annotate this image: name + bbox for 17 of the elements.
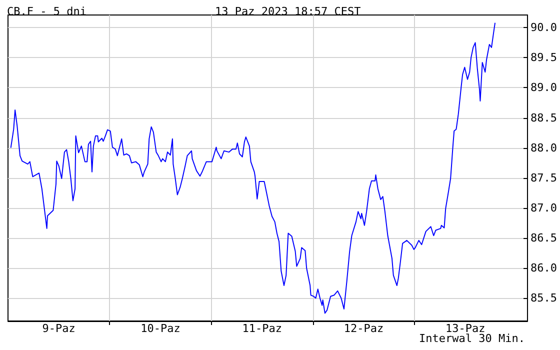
x-tick-label: 9-Paz: [42, 322, 76, 335]
y-tick-label: 88.0: [530, 141, 558, 154]
y-tick-label: 86.0: [530, 262, 558, 275]
y-tick-label: 85.5: [530, 292, 558, 305]
x-tick-label: 13-Paz: [446, 322, 486, 335]
y-tick-label: 90.0: [530, 21, 558, 34]
x-tick-label: 11-Paz: [242, 322, 282, 335]
y-tick-label: 87.5: [530, 171, 558, 184]
x-tick-label: 12-Paz: [344, 322, 384, 335]
y-tick-label: 89.5: [530, 51, 558, 64]
text: Interwal 30 Min.: [419, 332, 526, 345]
x-tick-label: 10-Paz: [140, 322, 180, 335]
y-tick-label: 89.0: [530, 81, 558, 94]
line-series: [10, 22, 496, 314]
y-tick-label: 86.5: [530, 232, 558, 245]
y-tick-label: 88.5: [530, 111, 558, 124]
y-tick-label: 87.0: [530, 201, 558, 214]
